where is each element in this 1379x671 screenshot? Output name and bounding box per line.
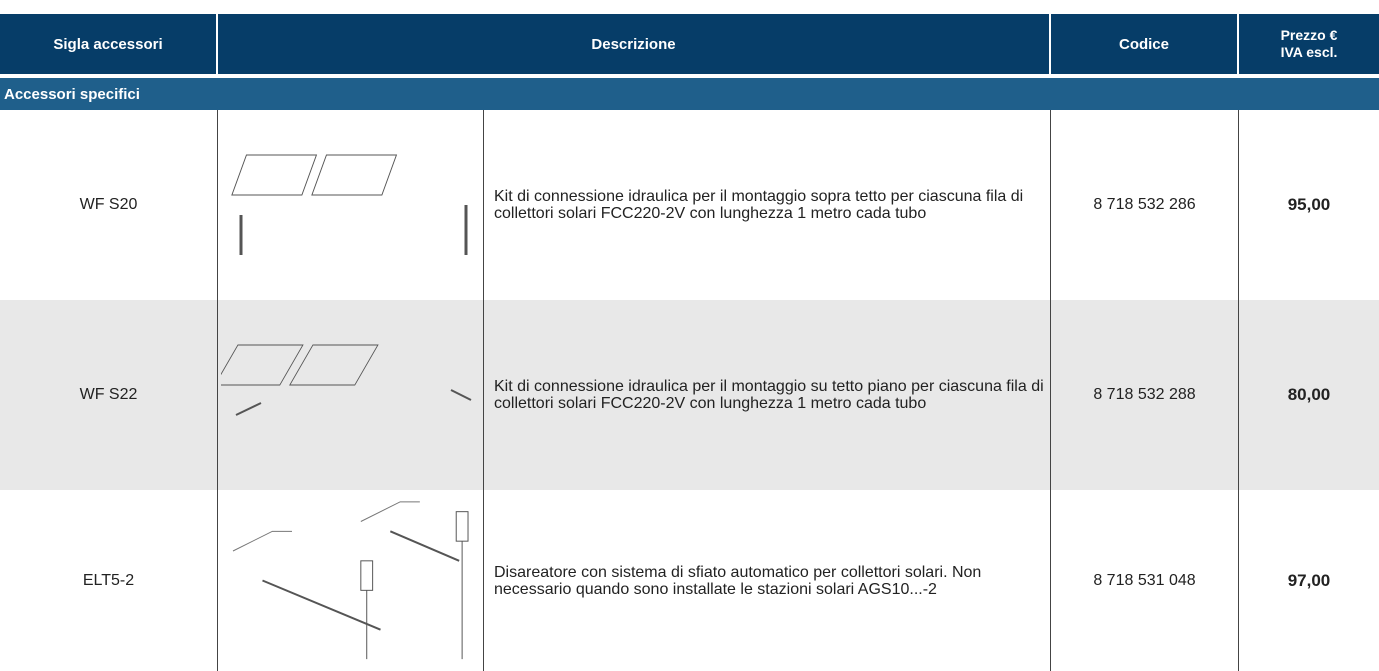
- product-drawing: [220, 344, 471, 416]
- column-border: [1050, 490, 1051, 671]
- prezzo: 97,00: [1287, 570, 1331, 590]
- prezzo: 95,00: [1287, 195, 1331, 214]
- table-row: WF S20 Kit di connessione idraulica per i…: [0, 110, 1379, 300]
- column-border: [1050, 300, 1051, 490]
- column-border: [217, 300, 218, 490]
- header-cell: Descrizione: [218, 14, 1049, 74]
- product-image: [218, 300, 483, 490]
- column-border: [1238, 300, 1239, 490]
- sigla: ELT5-2: [82, 571, 135, 589]
- header-text: Descrizione: [591, 35, 676, 53]
- header-cell: Codice: [1051, 14, 1237, 74]
- description: Kit di connessione idraulica per il mont…: [494, 188, 1024, 222]
- column-border: [483, 110, 484, 300]
- codice: 8 718 532 288: [1093, 386, 1196, 403]
- column-border: [483, 490, 484, 671]
- product-image: [218, 490, 483, 671]
- description: Kit di connessione idraulica per il mont…: [494, 378, 1044, 412]
- header-text: Sigla accessori: [53, 35, 163, 53]
- column-border: [483, 300, 484, 490]
- header-cell: Sigla accessori: [0, 14, 216, 74]
- column-border: [217, 110, 218, 300]
- section-title: Accessori specifici: [4, 85, 140, 103]
- prezzo: 80,00: [1287, 385, 1331, 404]
- description: Disareatore con sistema di sfiato automa…: [494, 563, 982, 598]
- section-row: Accessori specifici: [0, 78, 1379, 110]
- codice: 8 718 531 048: [1093, 571, 1196, 589]
- sigla: WF S20: [79, 196, 138, 213]
- header-cell: Prezzo € IVA escl.: [1239, 14, 1379, 74]
- product-drawing: [232, 501, 469, 660]
- table-row: ELT5-2 Disareatore con sistema di sfiato …: [0, 490, 1379, 671]
- column-border: [1050, 110, 1051, 300]
- product-image: [218, 110, 483, 300]
- column-border: [217, 490, 218, 671]
- header-text: Prezzo €: [1280, 27, 1338, 43]
- header-text: Codice: [1118, 35, 1169, 53]
- product-drawing: [230, 154, 467, 255]
- table-row: WF S22 Kit di connessione idraulica per i…: [0, 300, 1379, 490]
- column-border: [1238, 110, 1239, 300]
- column-border: [1238, 490, 1239, 671]
- header-text: IVA escl.: [1280, 44, 1338, 60]
- sigla: WF S22: [79, 386, 138, 403]
- codice: 8 718 532 286: [1093, 196, 1196, 213]
